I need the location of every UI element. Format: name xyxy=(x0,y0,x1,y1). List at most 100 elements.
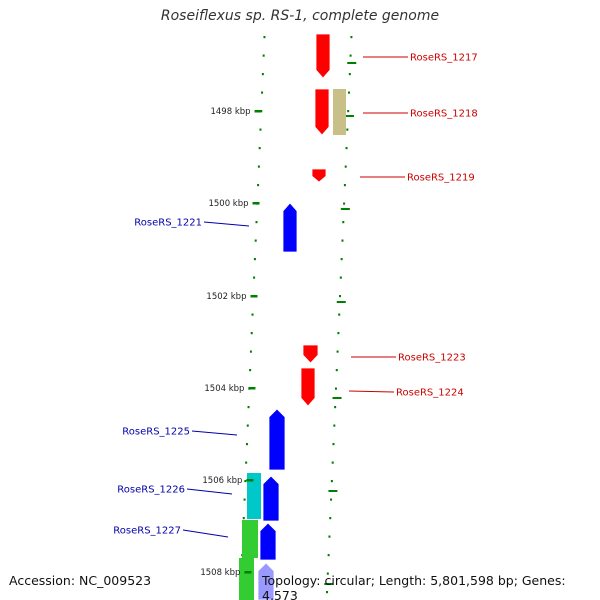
feature-blocks xyxy=(239,89,346,600)
ruler-label: 1508 kbp xyxy=(200,568,240,578)
ruler: 1498 kbp 1500 kbp 1502 kbp 1504 kbp 1506 kbp… xyxy=(200,107,262,578)
tick-dot xyxy=(247,406,250,409)
gene-arrows xyxy=(257,33,331,600)
tick-dot xyxy=(346,128,349,131)
leader-line xyxy=(186,488,233,495)
tick-dot xyxy=(342,221,345,224)
ruler-tick xyxy=(244,571,252,574)
tick-dot xyxy=(338,313,341,316)
tick-dot xyxy=(326,572,329,575)
tick-dot xyxy=(242,517,245,520)
gene-label-forward: RoseRS_1219 xyxy=(407,173,475,184)
gene-labels: RoseRS_1217 RoseRS_1218 RoseRS_1219 RoseRS_… xyxy=(113,53,478,538)
tick-dot xyxy=(244,480,247,483)
ruler-tick xyxy=(246,479,254,482)
tick-dot xyxy=(249,369,252,372)
leader-line xyxy=(182,529,229,538)
tick-mark xyxy=(336,301,346,303)
tick-dot xyxy=(261,73,264,76)
gene-arrow-1224 xyxy=(300,367,316,407)
tick-dot xyxy=(333,424,336,427)
tick-dot xyxy=(245,443,248,446)
tick-dot xyxy=(340,258,343,261)
tick-dot xyxy=(250,332,253,335)
tick-dot xyxy=(253,258,256,261)
ruler-tick xyxy=(254,110,262,113)
feature-block-tan xyxy=(333,89,346,135)
tick-dot xyxy=(331,461,334,464)
gene-arrow-1217 xyxy=(315,33,331,79)
leader-line xyxy=(191,430,238,436)
gene-arrow-1221 xyxy=(282,202,298,253)
tick-dot xyxy=(348,73,351,76)
tick-dot xyxy=(330,498,333,501)
tick-dot xyxy=(343,202,346,205)
tick-dot xyxy=(259,128,262,131)
tick-dot xyxy=(246,424,249,427)
tick-dot xyxy=(263,36,266,39)
ruler-label: 1502 kbp xyxy=(206,292,246,302)
gene-arrow-1227 xyxy=(259,522,277,561)
tick-dot xyxy=(337,332,340,335)
tick-dot xyxy=(339,276,342,279)
tick-dot xyxy=(332,443,335,446)
leader-line xyxy=(348,390,395,393)
ruler-tick xyxy=(250,295,258,298)
accession-text: Accession: NC_009523 xyxy=(9,573,152,588)
gene-label-forward: RoseRS_1224 xyxy=(396,388,464,399)
tick-mark xyxy=(332,397,342,399)
gene-label-forward: RoseRS_1223 xyxy=(398,353,466,364)
topology-text: Topology: circular; Length: 5,801,598 bp… xyxy=(262,573,566,600)
gene-label-reverse: RoseRS_1227 xyxy=(113,526,181,537)
gene-arrow-1226 xyxy=(262,475,280,522)
tick-dot xyxy=(349,54,352,57)
gene-arrow-1219 xyxy=(311,168,327,183)
tick-dot xyxy=(345,147,348,150)
tick-dot xyxy=(261,91,264,94)
tick-dot xyxy=(339,295,342,298)
tick-dot xyxy=(327,554,330,557)
tick-dot xyxy=(245,461,248,464)
tick-dot xyxy=(330,480,333,483)
tick-mark xyxy=(347,62,357,64)
tick-dot xyxy=(344,165,347,168)
tick-dot xyxy=(258,147,261,150)
gene-arrow-1225 xyxy=(268,408,286,471)
feature-block-cyan xyxy=(247,473,261,519)
gene-arrow-partial xyxy=(257,562,275,600)
tick-dot xyxy=(251,313,254,316)
tick-dot xyxy=(347,110,350,113)
tick-mark xyxy=(340,208,350,210)
tick-dot xyxy=(343,184,346,187)
tick-dot xyxy=(329,517,332,520)
leader-line xyxy=(203,221,250,227)
tick-dot xyxy=(254,239,257,242)
map-title: Roseiflexus sp. RS-1, complete genome xyxy=(160,8,440,24)
tick-dot xyxy=(334,387,337,390)
tick-dot xyxy=(350,36,353,39)
ruler-label: 1498 kbp xyxy=(210,107,250,117)
ruler-label: 1504 kbp xyxy=(204,384,244,394)
tick-dot xyxy=(328,535,331,538)
gene-label-forward: RoseRS_1218 xyxy=(410,109,478,120)
tick-dot xyxy=(341,239,344,242)
gene-label-forward: RoseRS_1217 xyxy=(410,53,478,64)
tick-dot xyxy=(336,350,339,353)
tick-dot xyxy=(255,221,258,224)
gene-label-reverse: RoseRS_1225 xyxy=(122,427,190,438)
gene-arrow-1223 xyxy=(302,344,319,364)
ruler-label: 1500 kbp xyxy=(208,199,248,209)
tick-mark xyxy=(324,583,334,585)
ruler-tick xyxy=(252,202,260,205)
ruler-tick xyxy=(248,387,256,390)
tick-dot xyxy=(347,91,350,94)
tick-dot xyxy=(257,165,260,168)
tick-dot xyxy=(262,54,265,57)
tick-dot xyxy=(257,184,260,187)
tick-dot xyxy=(253,276,256,279)
tick-mark xyxy=(344,115,354,117)
gene-label-reverse: RoseRS_1226 xyxy=(117,485,185,496)
tick-dot xyxy=(334,406,337,409)
tick-dot xyxy=(243,498,246,501)
